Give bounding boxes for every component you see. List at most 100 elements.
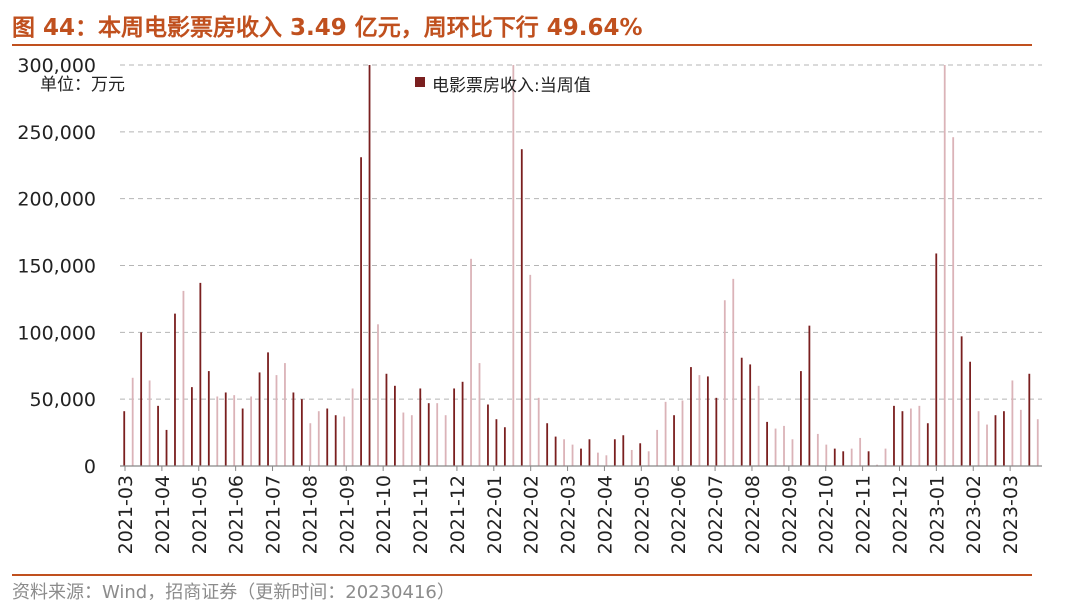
bar — [157, 405, 159, 466]
bar — [588, 439, 591, 466]
bar — [926, 423, 929, 466]
bar — [952, 137, 955, 466]
bar — [791, 439, 794, 466]
bar — [597, 452, 599, 466]
bar — [309, 423, 312, 466]
bar — [503, 427, 506, 466]
bar — [639, 443, 642, 466]
legend-swatch — [415, 77, 425, 87]
bar — [986, 424, 988, 466]
bar — [757, 385, 760, 466]
bar — [918, 405, 921, 466]
bar — [969, 361, 972, 466]
unit-label: 单位：万元 — [40, 75, 125, 95]
x-tick-label: 2021-07 — [263, 475, 285, 554]
bar — [495, 419, 498, 466]
bar — [394, 385, 396, 466]
bar — [292, 392, 295, 466]
bar — [487, 404, 489, 466]
bar — [140, 332, 143, 466]
bar — [622, 435, 625, 466]
y-tick-label: 250,000 — [17, 122, 96, 144]
bar — [419, 388, 422, 466]
bar — [656, 429, 659, 466]
bar — [453, 388, 456, 466]
bar — [360, 157, 362, 467]
bar — [715, 397, 718, 466]
y-tick-label: 0 — [84, 456, 96, 478]
bar — [943, 65, 946, 466]
bar — [1019, 409, 1022, 466]
bar — [935, 253, 938, 466]
bar — [131, 377, 134, 466]
bar — [410, 415, 413, 466]
bar — [647, 451, 650, 466]
bar — [580, 448, 582, 466]
bar — [732, 278, 735, 466]
bar — [884, 448, 887, 466]
bar — [774, 428, 777, 466]
bar — [267, 352, 269, 466]
bar — [698, 375, 701, 466]
bar — [385, 373, 388, 466]
bar — [182, 290, 185, 466]
bar — [681, 400, 684, 466]
bar — [800, 371, 802, 466]
y-tick-label: 50,000 — [30, 389, 96, 411]
bar — [216, 396, 219, 466]
x-tick-label: 2022-10 — [816, 475, 838, 554]
bar — [571, 444, 574, 466]
bar — [546, 423, 549, 466]
bar — [207, 371, 210, 466]
bar — [613, 439, 616, 466]
y-tick-label: 100,000 — [17, 322, 96, 344]
bar — [224, 392, 227, 466]
bar — [537, 397, 540, 466]
x-tick-label: 2021-08 — [299, 475, 321, 554]
x-tick-label: 2021-11 — [410, 475, 432, 554]
bar — [199, 282, 202, 466]
bar — [1003, 411, 1005, 466]
bar — [960, 336, 963, 466]
x-tick-label: 2022-02 — [521, 475, 543, 554]
bar — [377, 324, 379, 466]
bar — [893, 405, 895, 466]
bar — [859, 437, 862, 466]
x-tick-label: 2022-08 — [742, 475, 764, 554]
x-tick-label: 2021-03 — [115, 475, 137, 554]
x-tick-label: 2022-07 — [705, 475, 727, 554]
bar — [563, 439, 565, 466]
bar — [165, 429, 168, 466]
bar — [867, 451, 870, 466]
bar — [690, 367, 692, 466]
x-tick-label: 2021-04 — [152, 475, 174, 554]
x-tick-label: 2023-02 — [963, 475, 985, 554]
bar — [850, 448, 853, 466]
bar — [334, 415, 337, 466]
bar — [706, 376, 709, 466]
bar — [512, 65, 515, 466]
y-tick-label: 200,000 — [17, 189, 96, 211]
y-tick-label: 150,000 — [17, 256, 96, 278]
bar — [529, 274, 532, 466]
legend-label: 电影票房收入:当周值 — [432, 76, 591, 96]
bar — [275, 375, 278, 466]
bar — [876, 464, 878, 466]
x-tick-label: 2022-06 — [668, 475, 690, 554]
bar — [630, 449, 633, 466]
bar — [673, 415, 675, 466]
x-tick-label: 2021-09 — [336, 475, 358, 554]
y-tick-label: 300,000 — [17, 55, 96, 77]
bar — [1028, 373, 1031, 466]
x-tick-label: 2023-03 — [1000, 475, 1022, 554]
bar — [833, 448, 836, 466]
source-divider — [12, 574, 1032, 576]
bar — [808, 325, 811, 466]
bar — [317, 411, 320, 466]
bar — [190, 387, 193, 466]
bar — [461, 381, 464, 466]
bar — [250, 396, 253, 466]
bar — [994, 415, 997, 466]
bar — [740, 357, 743, 466]
bar — [723, 300, 726, 466]
